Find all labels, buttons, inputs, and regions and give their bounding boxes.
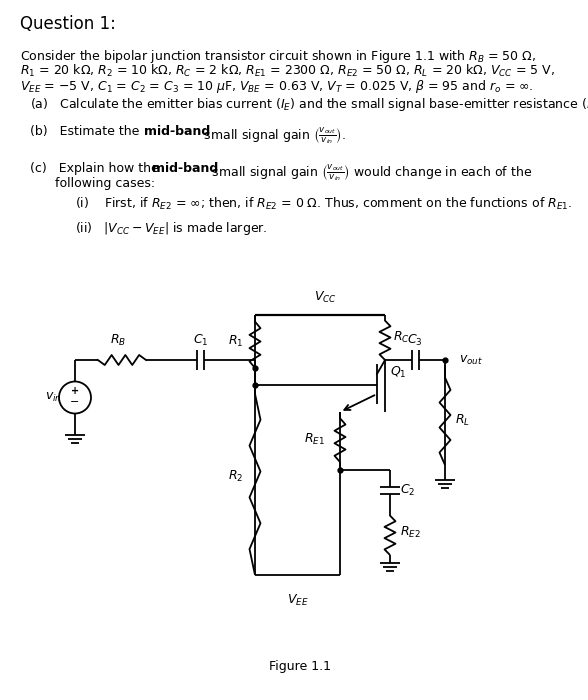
Text: $R_L$: $R_L$ (455, 412, 470, 428)
Text: $C_3$: $C_3$ (407, 333, 423, 348)
Text: $R_2$: $R_2$ (228, 469, 243, 484)
Text: small signal gain $\left(\frac{v_{out}}{v_{in}}\right)$ would change in each of : small signal gain $\left(\frac{v_{out}}{… (208, 162, 532, 183)
Text: small signal gain $\left(\frac{v_{out}}{v_{in}}\right)$.: small signal gain $\left(\frac{v_{out}}{… (200, 125, 346, 146)
Text: $R_1$ = 20 k$\Omega$, $R_2$ = 10 k$\Omega$, $R_C$ = 2 k$\Omega$, $R_{E1}$ = 2300: $R_1$ = 20 k$\Omega$, $R_2$ = 10 k$\Omeg… (20, 63, 555, 79)
Text: Question 1:: Question 1: (20, 15, 116, 33)
Text: $C_1$: $C_1$ (193, 333, 208, 348)
Text: following cases:: following cases: (55, 177, 155, 190)
Text: Figure 1.1: Figure 1.1 (269, 660, 331, 673)
Text: $R_1$: $R_1$ (228, 334, 243, 349)
Text: $v_{out}$: $v_{out}$ (459, 354, 483, 367)
Text: $R_C$: $R_C$ (393, 330, 410, 345)
Text: −: − (71, 398, 80, 407)
Text: $v_{in}$: $v_{in}$ (45, 391, 61, 404)
Text: +: + (71, 386, 79, 396)
Text: (b)   Estimate the: (b) Estimate the (30, 125, 143, 138)
Text: (ii)   $|V_{CC} - V_{EE}|$ is made larger.: (ii) $|V_{CC} - V_{EE}|$ is made larger. (75, 220, 268, 237)
Text: $R_{E1}$: $R_{E1}$ (304, 431, 325, 447)
Text: (i)    First, if $R_{E2}$ = $\infty$; then, if $R_{E2}$ = 0 $\Omega$. Thus, comm: (i) First, if $R_{E2}$ = $\infty$; then,… (75, 196, 572, 212)
Text: mid-band: mid-band (144, 125, 211, 138)
Text: mid-band: mid-band (152, 162, 218, 175)
Text: (c)   Explain how the: (c) Explain how the (30, 162, 163, 175)
Text: $C_2$: $C_2$ (400, 482, 415, 498)
Text: $R_{E2}$: $R_{E2}$ (400, 525, 421, 540)
Text: $Q_1$: $Q_1$ (390, 365, 406, 380)
Text: $R_B$: $R_B$ (111, 333, 126, 348)
Text: (a)   Calculate the emitter bias current ($I_E$) and the small signal base-emitt: (a) Calculate the emitter bias current (… (30, 96, 588, 113)
Text: $V_{EE}$ = $-$5 V, $C_1$ = $C_2$ = $C_3$ = 10 $\mu$F, $V_{BE}$ = 0.63 V, $V_T$ =: $V_{EE}$ = $-$5 V, $C_1$ = $C_2$ = $C_3$… (20, 78, 533, 95)
Text: Consider the bipolar junction transistor circuit shown in Figure 1.1 with $R_B$ : Consider the bipolar junction transistor… (20, 48, 536, 65)
Text: $V_{EE}$: $V_{EE}$ (287, 593, 308, 608)
Text: $V_{CC}$: $V_{CC}$ (313, 290, 336, 305)
